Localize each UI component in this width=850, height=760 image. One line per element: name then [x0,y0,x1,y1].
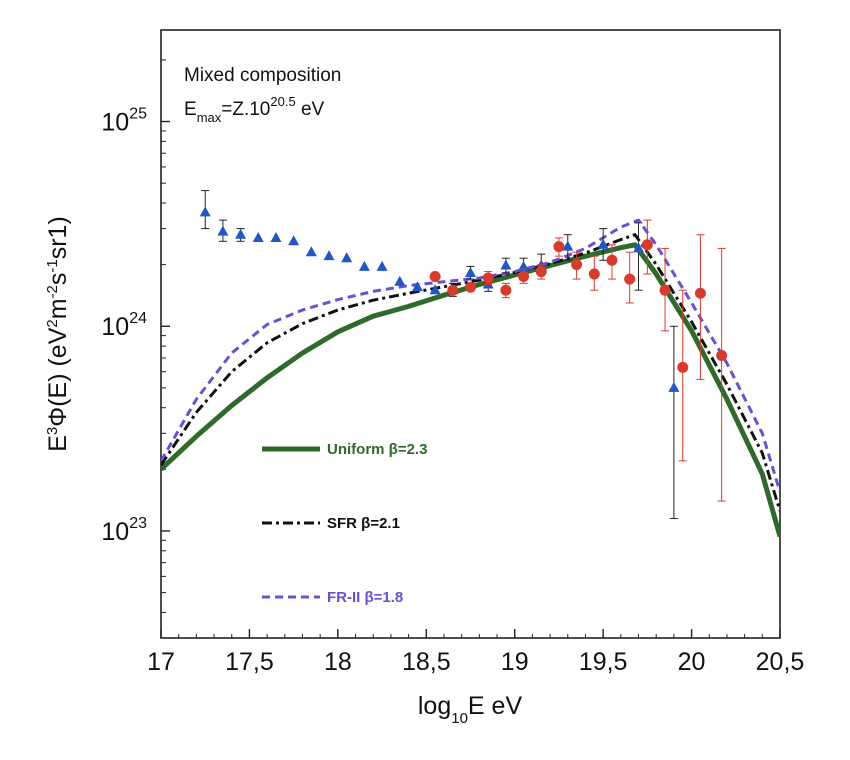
data-point-circle [677,361,689,373]
annotation-line-1: Mixed composition [184,65,341,86]
data-point-triangle [199,206,211,217]
x-tick-label: 17,5 [225,648,274,676]
data-point-circle [659,284,671,296]
x-tick-label: 20,5 [756,648,805,676]
data-point-triangle [252,231,264,242]
data-point-circle [447,284,459,296]
y-tick-label: 1023 [101,515,147,546]
data-point-circle [482,272,494,284]
data-point-circle [694,287,706,299]
y-axis-title: E3Φ(E) (eV2m-2s-1sr1) [44,216,72,452]
data-points [199,190,728,520]
x-tick-label: 19 [501,648,529,676]
data-point-triangle [217,225,229,236]
data-point-circle [641,239,653,251]
data-point-triangle [341,252,353,263]
x-axis-title: log10E eV [418,692,523,727]
data-point-triangle [323,250,335,261]
data-point-triangle [411,281,423,292]
y-tick-label: 1024 [101,310,147,341]
data-point-circle [500,284,512,296]
legend-label-2: SFR β=2.1 [327,515,400,532]
data-point-circle [518,270,530,282]
x-tick-label: 17 [147,648,175,676]
data-point-triangle [500,259,512,270]
data-point-triangle [668,381,680,392]
x-tick-label: 18 [324,648,352,676]
data-point-triangle [376,260,388,271]
data-point-triangle [633,242,645,253]
data-point-circle [553,241,565,253]
data-point-triangle [305,246,317,257]
data-point-triangle [288,235,300,246]
model-curves [161,218,780,538]
data-point-triangle [270,231,282,242]
data-point-circle [716,349,728,361]
legend: Uniform β=2.3 SFR β=2.1 FR-II β=1.8 [262,441,427,606]
axis-ticks: 17 17,5 18 18,5 19 19,5 20 20,5 1023 1024 1025 [101,59,805,676]
legend-label-3: FR-II β=1.8 [327,589,403,606]
data-point-circle [429,270,441,282]
y-tick-label: 1025 [101,106,147,137]
legend-label-1: Uniform β=2.3 [327,441,427,458]
data-point-triangle [562,240,574,251]
series-line-3 [161,218,780,493]
data-point-triangle [358,260,370,271]
data-point-triangle [429,284,441,295]
data-point-circle [624,273,636,285]
data-point-triangle [465,267,476,278]
data-point-triangle [235,228,247,239]
series-line-1 [161,242,780,538]
data-point-circle [571,259,583,271]
data-point-triangle [597,238,609,249]
data-point-triangle [394,275,406,286]
data-point-circle [465,281,476,293]
x-tick-label: 18,5 [402,648,451,676]
x-tick-label: 19,5 [579,648,628,676]
data-point-triangle [518,260,530,271]
x-tick-label: 20 [678,648,706,676]
data-point-circle [606,254,618,266]
data-point-circle [588,268,600,280]
annotation-line-2: Emax=Z.1020.5 eV [184,94,325,125]
data-point-circle [535,266,547,278]
plot-frame [160,29,781,639]
